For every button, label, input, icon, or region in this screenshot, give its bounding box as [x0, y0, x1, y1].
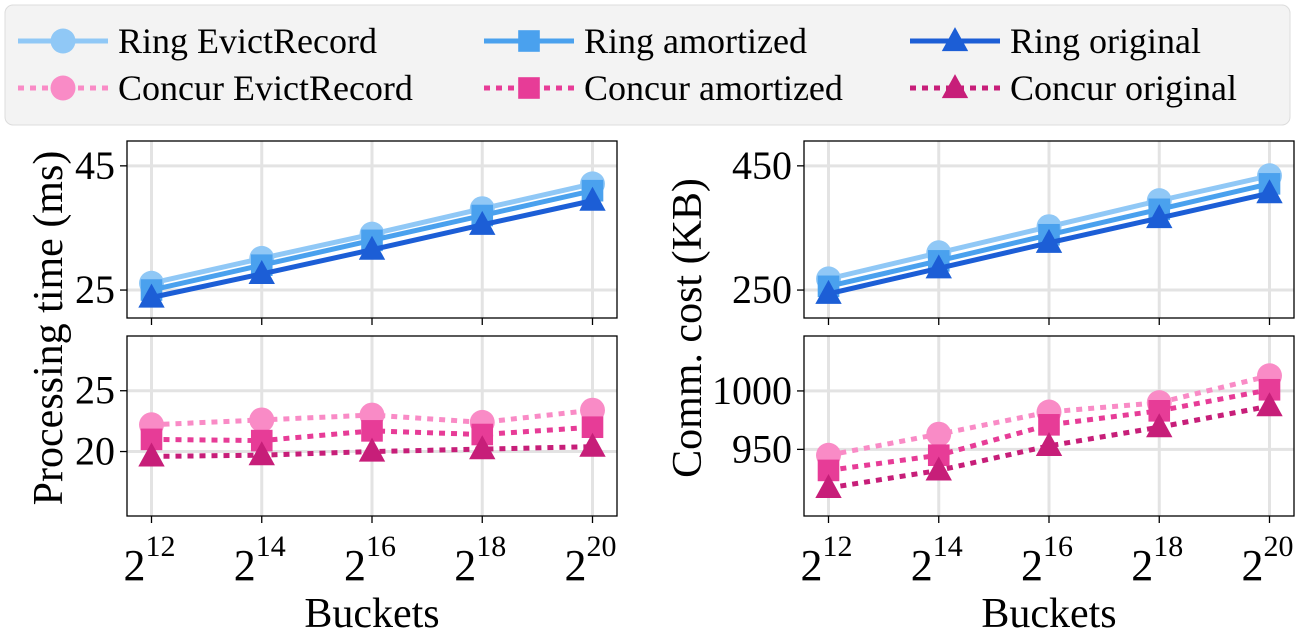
legend-label: Ring amortized: [584, 21, 807, 61]
x-tick-label: 214: [911, 530, 963, 590]
data-point: [925, 456, 952, 481]
x-tick-label: 216: [344, 530, 396, 590]
series-line: [828, 387, 1270, 473]
legend-marker: [941, 74, 969, 99]
legend-marker: [50, 28, 76, 54]
data-point: [1035, 431, 1063, 456]
plot-right-bottom: 950 1000 212 214 216 218 220 Buckets: [712, 335, 1295, 634]
data-point: [138, 442, 165, 467]
x-axis-label: Buckets: [304, 591, 439, 634]
data-point: [815, 474, 842, 499]
data-point: [1035, 228, 1063, 253]
data-point: [249, 407, 275, 433]
data-point: [469, 435, 496, 460]
y-tick-label: 45: [75, 143, 115, 188]
data-point: [815, 279, 842, 304]
data-point: [358, 437, 386, 462]
data-point: [926, 421, 952, 447]
legend-label: Concur EvictRecord: [118, 68, 413, 108]
legend-marker: [941, 27, 969, 52]
x-tick-label: 218: [454, 530, 506, 590]
data-point: [248, 259, 275, 284]
legend-box: [4, 4, 1291, 126]
legend-marker: [518, 77, 540, 99]
data-point: [250, 429, 273, 452]
data-point: [925, 254, 952, 279]
series-concur-amortized: [817, 378, 1281, 482]
legend-label: Concur original: [1010, 68, 1237, 108]
series-concur-original: [815, 392, 1283, 499]
legend-label: Ring EvictRecord: [118, 21, 377, 61]
y-tick-label: 450: [732, 143, 792, 188]
x-axis-label: Buckets: [981, 591, 1116, 634]
data-point: [817, 459, 840, 482]
y-tick-label: 25: [75, 267, 115, 312]
data-point: [1256, 392, 1283, 417]
x-tick-label: 220: [1242, 530, 1294, 590]
legend-entry: Ring EvictRecord: [18, 21, 377, 61]
data-point: [579, 186, 606, 211]
series-line: [828, 403, 1270, 491]
y-axis-label: Comm. cost (KB): [665, 178, 711, 478]
x-tick-label: 214: [234, 530, 286, 590]
data-point: [581, 416, 604, 439]
y-tick-label: 1000: [712, 368, 792, 413]
y-tick-label: 20: [75, 429, 115, 474]
y-tick-label: 250: [732, 267, 792, 312]
series-concur-original: [138, 432, 606, 467]
y-tick-label: 25: [75, 368, 115, 413]
x-tick-label: 218: [1131, 530, 1183, 590]
legend-entry: Concur amortized: [484, 68, 843, 108]
legend-entry: Concur original: [910, 68, 1237, 108]
legend-marker: [518, 30, 540, 52]
data-point: [248, 441, 275, 466]
legend-entry: Concur EvictRecord: [18, 68, 413, 108]
x-tick-label: 220: [565, 530, 617, 590]
data-point: [1258, 378, 1281, 401]
plot-right-top: 250 450: [732, 140, 1295, 325]
y-axis-label: Processing time (ms): [26, 151, 72, 506]
legend-label: Concur amortized: [584, 68, 843, 108]
data-point: [1038, 414, 1060, 436]
series-line: [828, 373, 1271, 458]
data-point: [1256, 179, 1283, 204]
legend-label: Ring original: [1010, 21, 1201, 61]
y-tick-label: 950: [732, 426, 792, 471]
data-point: [140, 428, 163, 451]
plot-left-bottom: 20 25 212 214 216 218 220 Buckets: [75, 335, 618, 634]
x-tick-label: 216: [1021, 530, 1073, 590]
data-point: [469, 210, 496, 235]
plot-left-top: 25 45: [75, 140, 618, 325]
legend-entry: Ring original: [910, 21, 1201, 61]
x-tick-label: 212: [801, 530, 853, 590]
legend-entry: Ring amortized: [484, 21, 807, 61]
data-point: [1146, 413, 1173, 438]
legend: Ring EvictRecord Ring amortized Ring origi…: [4, 4, 1291, 126]
data-point: [361, 420, 383, 442]
data-point: [471, 423, 494, 446]
data-point: [138, 283, 165, 308]
data-point: [358, 235, 386, 260]
x-tick-label: 212: [124, 530, 176, 590]
legend-marker: [50, 75, 76, 101]
data-point: [579, 432, 606, 457]
series-ring-original: [138, 186, 606, 308]
series-ring-original: [815, 179, 1283, 304]
data-point: [1146, 204, 1173, 229]
data-point: [927, 444, 950, 467]
series-concur-amortized: [140, 416, 604, 452]
data-point: [1148, 400, 1171, 422]
axes: 25 45 20 25 212 214 216 218 220 Buckets 250 450 950 1…: [26, 140, 1295, 634]
